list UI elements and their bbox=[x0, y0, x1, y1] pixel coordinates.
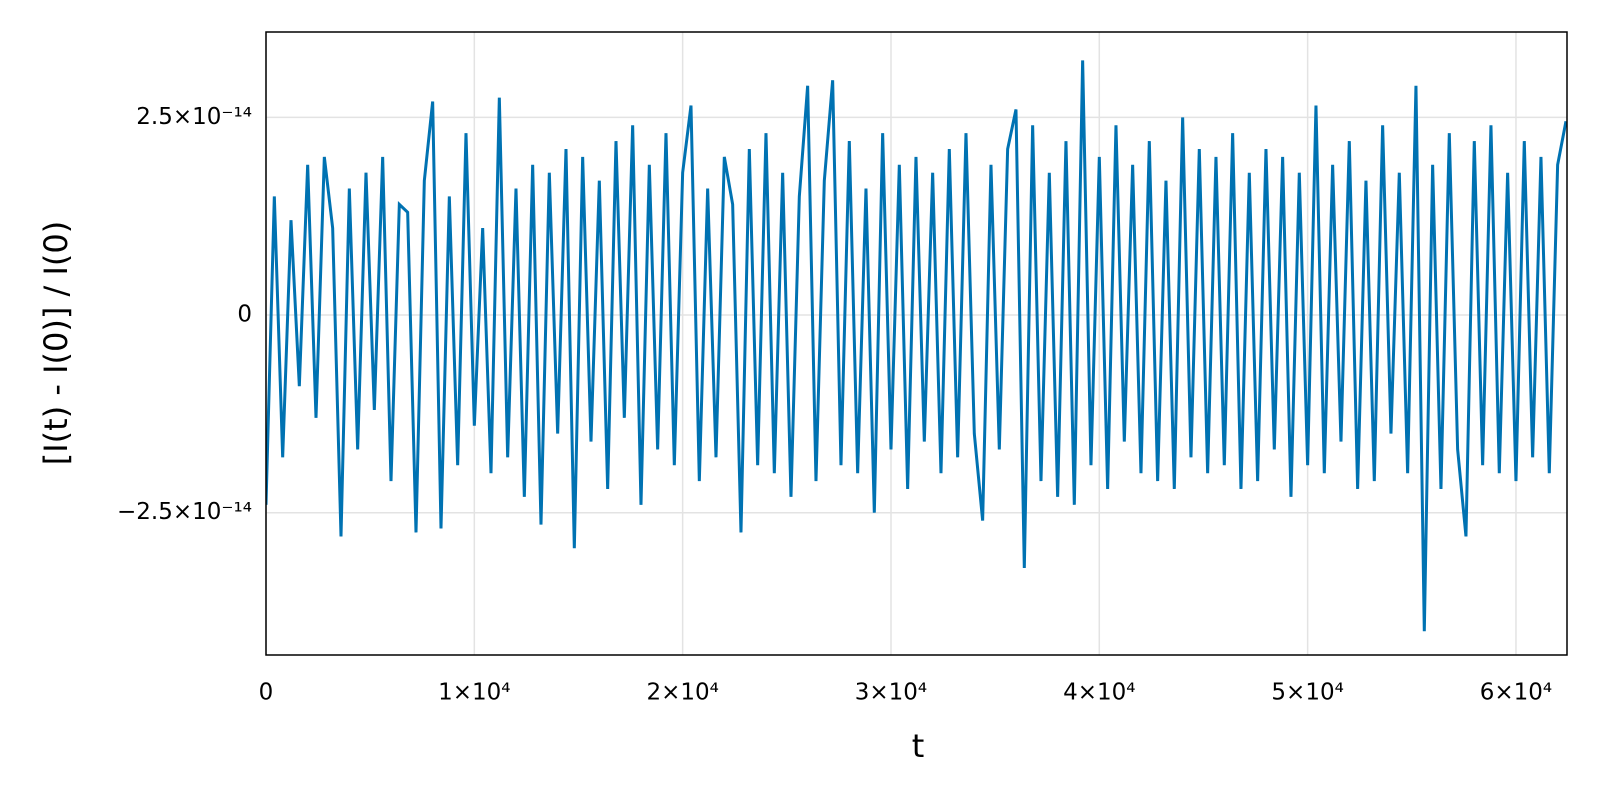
x-tick-label: 3×10⁴ bbox=[855, 680, 927, 706]
y-tick-label: 2.5×10⁻¹⁴ bbox=[136, 104, 252, 130]
x-tick-label: 0 bbox=[259, 680, 274, 706]
x-tick-label: 2×10⁴ bbox=[646, 680, 718, 706]
data-line bbox=[266, 60, 1567, 632]
x-tick-label: 5×10⁴ bbox=[1271, 680, 1343, 706]
plot-area bbox=[266, 60, 1567, 632]
x-axis-label: t bbox=[912, 727, 925, 765]
x-tick-label: 1×10⁴ bbox=[438, 680, 510, 706]
grid bbox=[265, 32, 1567, 655]
tick-labels: 0 1×10⁴ 2×10⁴ 3×10⁴ 4×10⁴ 5×10⁴ 6×10⁴ −2.5×10⁻¹… bbox=[117, 104, 1552, 706]
plot-frame bbox=[265, 31, 1568, 656]
x-tick-label: 4×10⁴ bbox=[1063, 680, 1135, 706]
y-axis-label: [I(t) - I(0)] / I(0) bbox=[37, 221, 75, 465]
y-tick-label: 0 bbox=[237, 302, 252, 328]
x-tick-label: 6×10⁴ bbox=[1480, 680, 1552, 706]
y-tick-label: −2.5×10⁻¹⁴ bbox=[117, 499, 252, 525]
